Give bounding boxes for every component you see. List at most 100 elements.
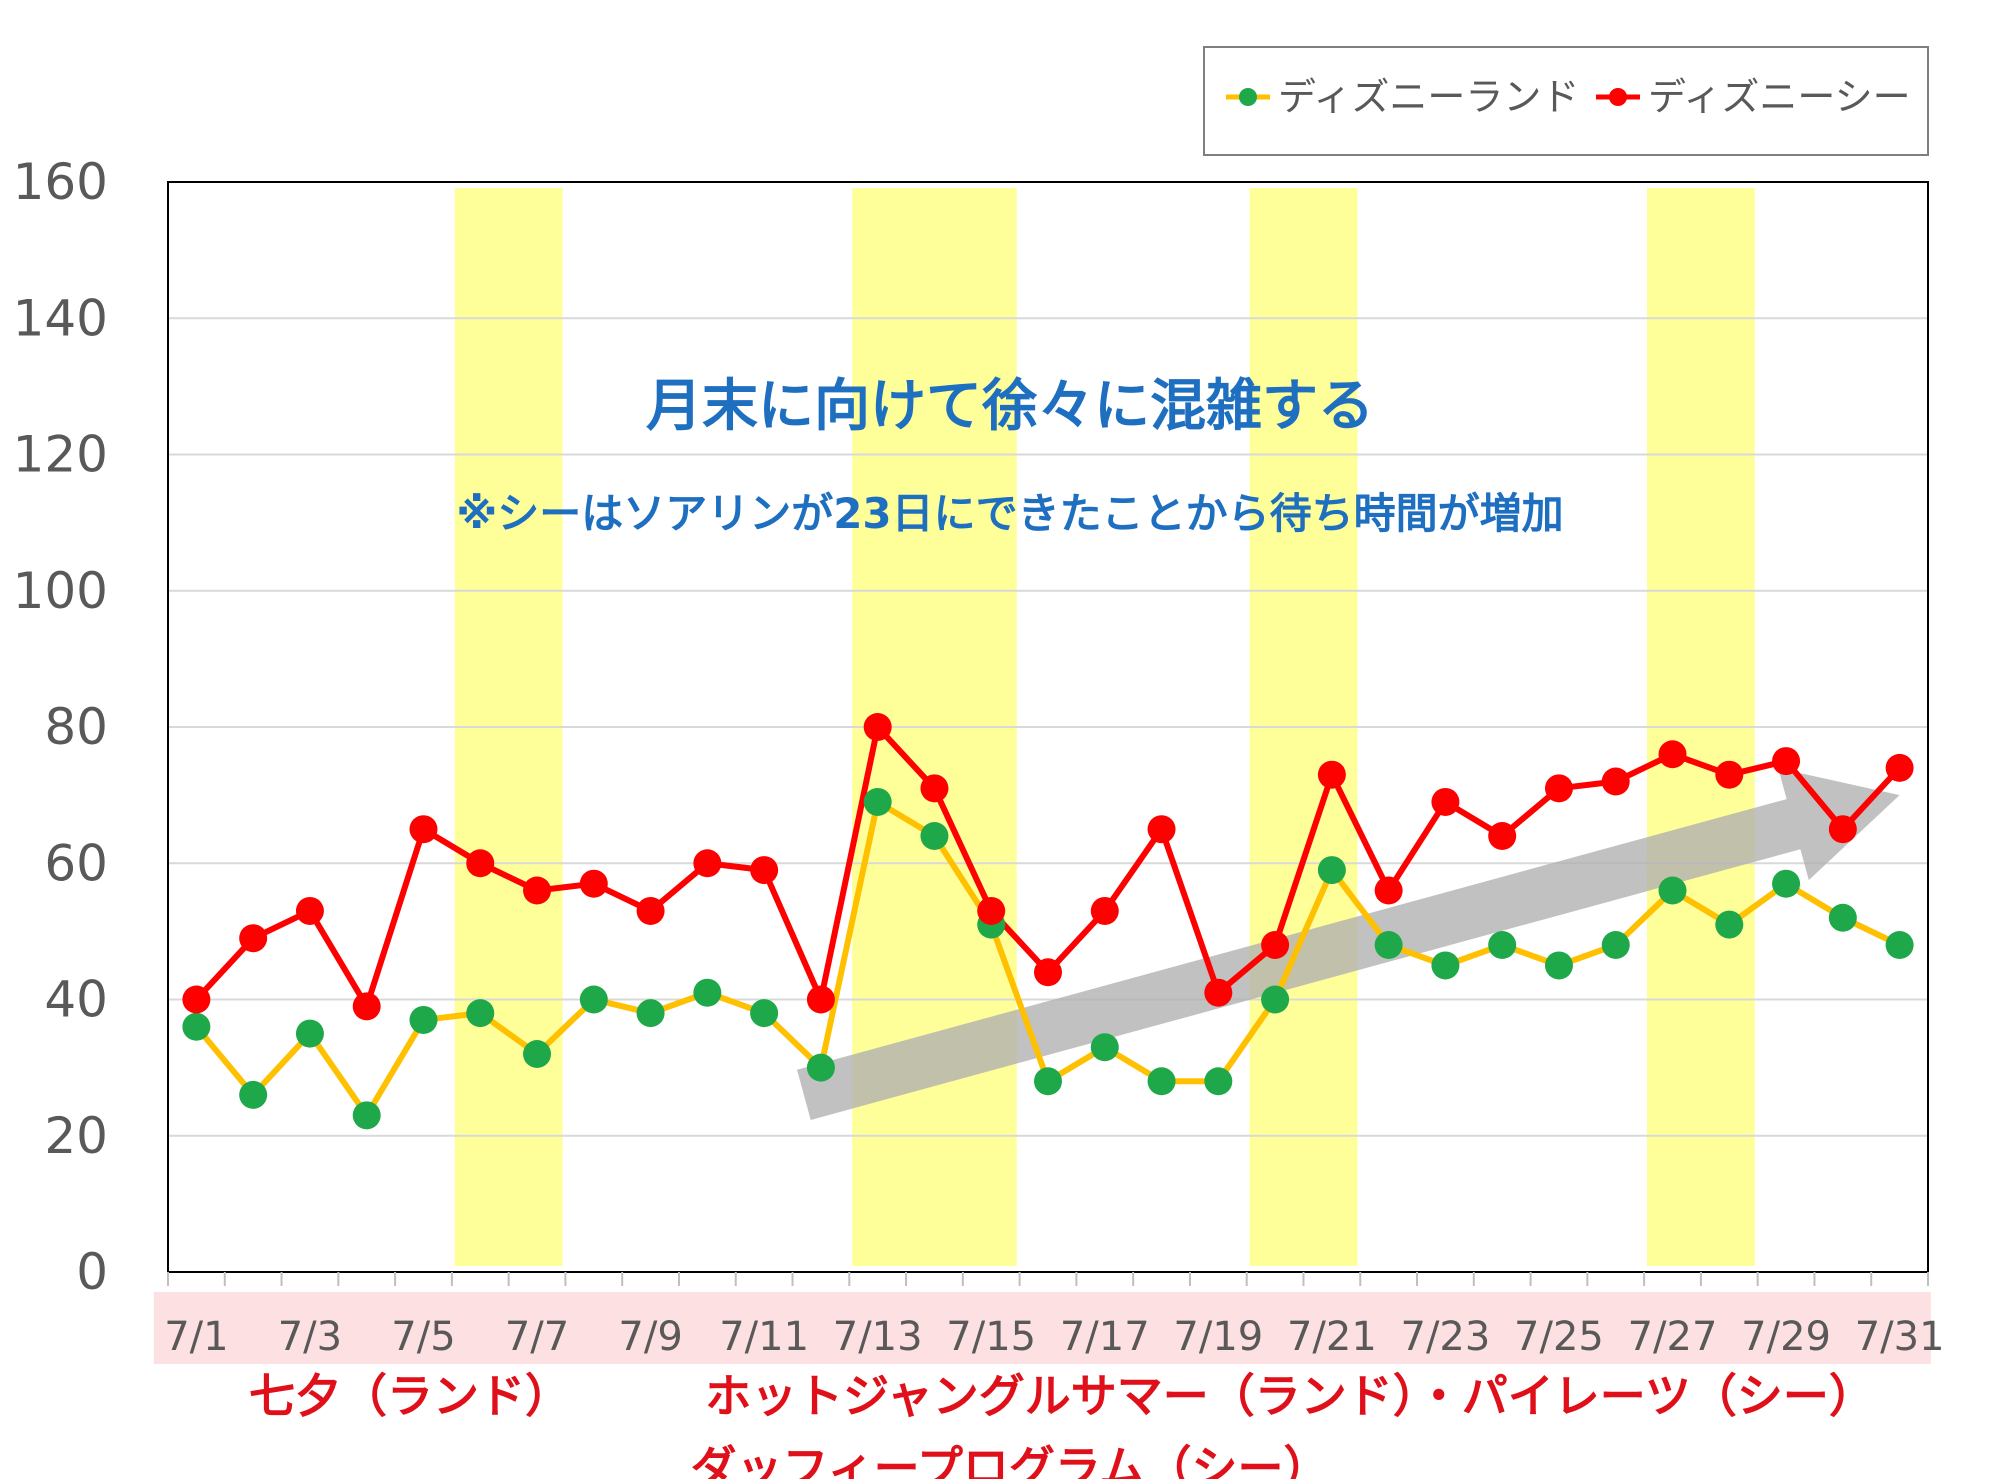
data-point <box>1431 787 1460 816</box>
data-point <box>1147 1067 1176 1096</box>
event-label-summer: ホットジャングルサマー（ランド）・パイレーツ（シー） <box>705 1369 1875 1423</box>
data-point <box>806 985 835 1014</box>
data-point <box>295 1019 324 1048</box>
data-point <box>1544 951 1573 980</box>
data-point <box>466 849 495 878</box>
data-point <box>352 992 381 1021</box>
data-point <box>1374 931 1403 959</box>
x-tick-label: 7/5 <box>391 1314 455 1360</box>
x-tick-label: 7/17 <box>1060 1314 1150 1360</box>
y-tick-label: 160 <box>13 153 108 211</box>
x-tick-label: 7/7 <box>505 1314 569 1360</box>
legend-label: ディズニーシー <box>1648 75 1911 119</box>
data-point <box>1488 931 1517 959</box>
series-points <box>182 713 1914 1130</box>
data-point <box>1090 896 1119 925</box>
data-point <box>1317 760 1346 789</box>
y-tick-label: 100 <box>13 562 108 620</box>
data-point <box>1204 978 1233 1007</box>
data-point <box>1317 856 1346 885</box>
data-point <box>239 924 268 953</box>
data-point <box>352 1101 381 1130</box>
data-point <box>1772 747 1801 776</box>
event-label-tanabata: 七夕（ランド） <box>249 1369 571 1423</box>
data-point <box>1204 1067 1233 1096</box>
legend-marker <box>1239 88 1257 106</box>
x-tick-label: 7/15 <box>946 1314 1036 1360</box>
data-point <box>806 1053 835 1082</box>
x-tick-label: 7/31 <box>1855 1314 1945 1360</box>
x-tick-label: 7/21 <box>1287 1314 1377 1360</box>
data-point <box>466 999 495 1028</box>
x-tick-label: 7/11 <box>719 1314 809 1360</box>
event-bands <box>153 1292 1931 1364</box>
data-point <box>636 896 665 925</box>
trend-arrow <box>797 768 1900 1120</box>
data-point <box>1488 822 1517 850</box>
data-point <box>295 896 324 925</box>
data-point <box>182 985 211 1014</box>
x-tick-label: 7/3 <box>278 1314 342 1360</box>
data-point <box>1544 774 1573 803</box>
data-point <box>920 774 949 803</box>
data-point <box>636 999 665 1028</box>
y-axis-ticks: 0 20 40 60 80 100 120 140 160 <box>13 153 108 1301</box>
data-point <box>1374 876 1403 905</box>
series-lines <box>194 724 1902 1119</box>
data-point <box>1828 903 1857 932</box>
y-tick-label: 60 <box>44 834 108 892</box>
annotation-main: 月末に向けて徐々に混雑する <box>646 374 1374 439</box>
x-tick-label: 7/13 <box>833 1314 923 1360</box>
data-point <box>1715 910 1744 939</box>
data-point <box>693 978 722 1007</box>
data-point <box>920 822 949 850</box>
y-tick-label: 80 <box>44 698 108 756</box>
data-point <box>182 1012 211 1041</box>
data-point <box>1431 951 1460 980</box>
data-point <box>977 896 1006 925</box>
x-axis-ticks: 7/1 7/3 7/5 7/7 7/9 7/11 7/13 7/15 7/17 7/19 7/21 7… <box>164 1272 1945 1360</box>
data-point <box>1090 1033 1119 1062</box>
data-point <box>579 985 608 1014</box>
x-tick-label: 7/25 <box>1514 1314 1604 1360</box>
legend: ディズニーランド ディズニーシー <box>1203 46 1929 156</box>
x-tick-label: 7/9 <box>618 1314 682 1360</box>
data-point <box>863 787 892 816</box>
event-labels: 七夕（ランド） ホットジャングルサマー（ランド）・パイレーツ（シー） ダッフィープロ… <box>249 1369 1875 1479</box>
data-point <box>523 1040 552 1068</box>
data-point <box>1034 1067 1062 1096</box>
event-label-duffy: ダッフィープログラム（シー） <box>691 1441 1330 1479</box>
legend-label: ディズニーランド <box>1278 75 1579 119</box>
data-point <box>409 815 438 844</box>
trend-arrow-shape <box>797 768 1900 1120</box>
data-point <box>1147 815 1176 844</box>
data-point <box>1715 760 1744 789</box>
event-band <box>608 1292 1931 1364</box>
legend-marker <box>1609 88 1627 106</box>
data-point <box>523 876 552 905</box>
data-point <box>239 1080 268 1109</box>
data-point <box>1261 985 1290 1014</box>
data-point <box>1772 869 1801 898</box>
legend-box <box>1203 46 1929 156</box>
y-tick-label: 0 <box>76 1243 108 1301</box>
y-tick-label: 140 <box>13 289 108 347</box>
data-point <box>863 713 892 741</box>
data-point <box>1885 931 1914 959</box>
x-tick-label: 7/19 <box>1173 1314 1263 1360</box>
data-point <box>1658 740 1687 769</box>
x-tick-label: 7/23 <box>1401 1314 1491 1360</box>
plot-frame <box>167 181 1929 1273</box>
data-point <box>1601 931 1630 959</box>
x-tick-label: 7/29 <box>1741 1314 1831 1360</box>
y-tick-label: 20 <box>44 1107 108 1165</box>
x-tick-label: 7/1 <box>164 1314 228 1360</box>
y-tick-label: 120 <box>13 426 108 484</box>
data-point <box>750 856 779 885</box>
data-point <box>409 1005 438 1034</box>
data-point <box>579 869 608 898</box>
data-point <box>693 849 722 878</box>
x-tick-label: 7/27 <box>1628 1314 1718 1360</box>
data-point <box>1601 767 1630 796</box>
